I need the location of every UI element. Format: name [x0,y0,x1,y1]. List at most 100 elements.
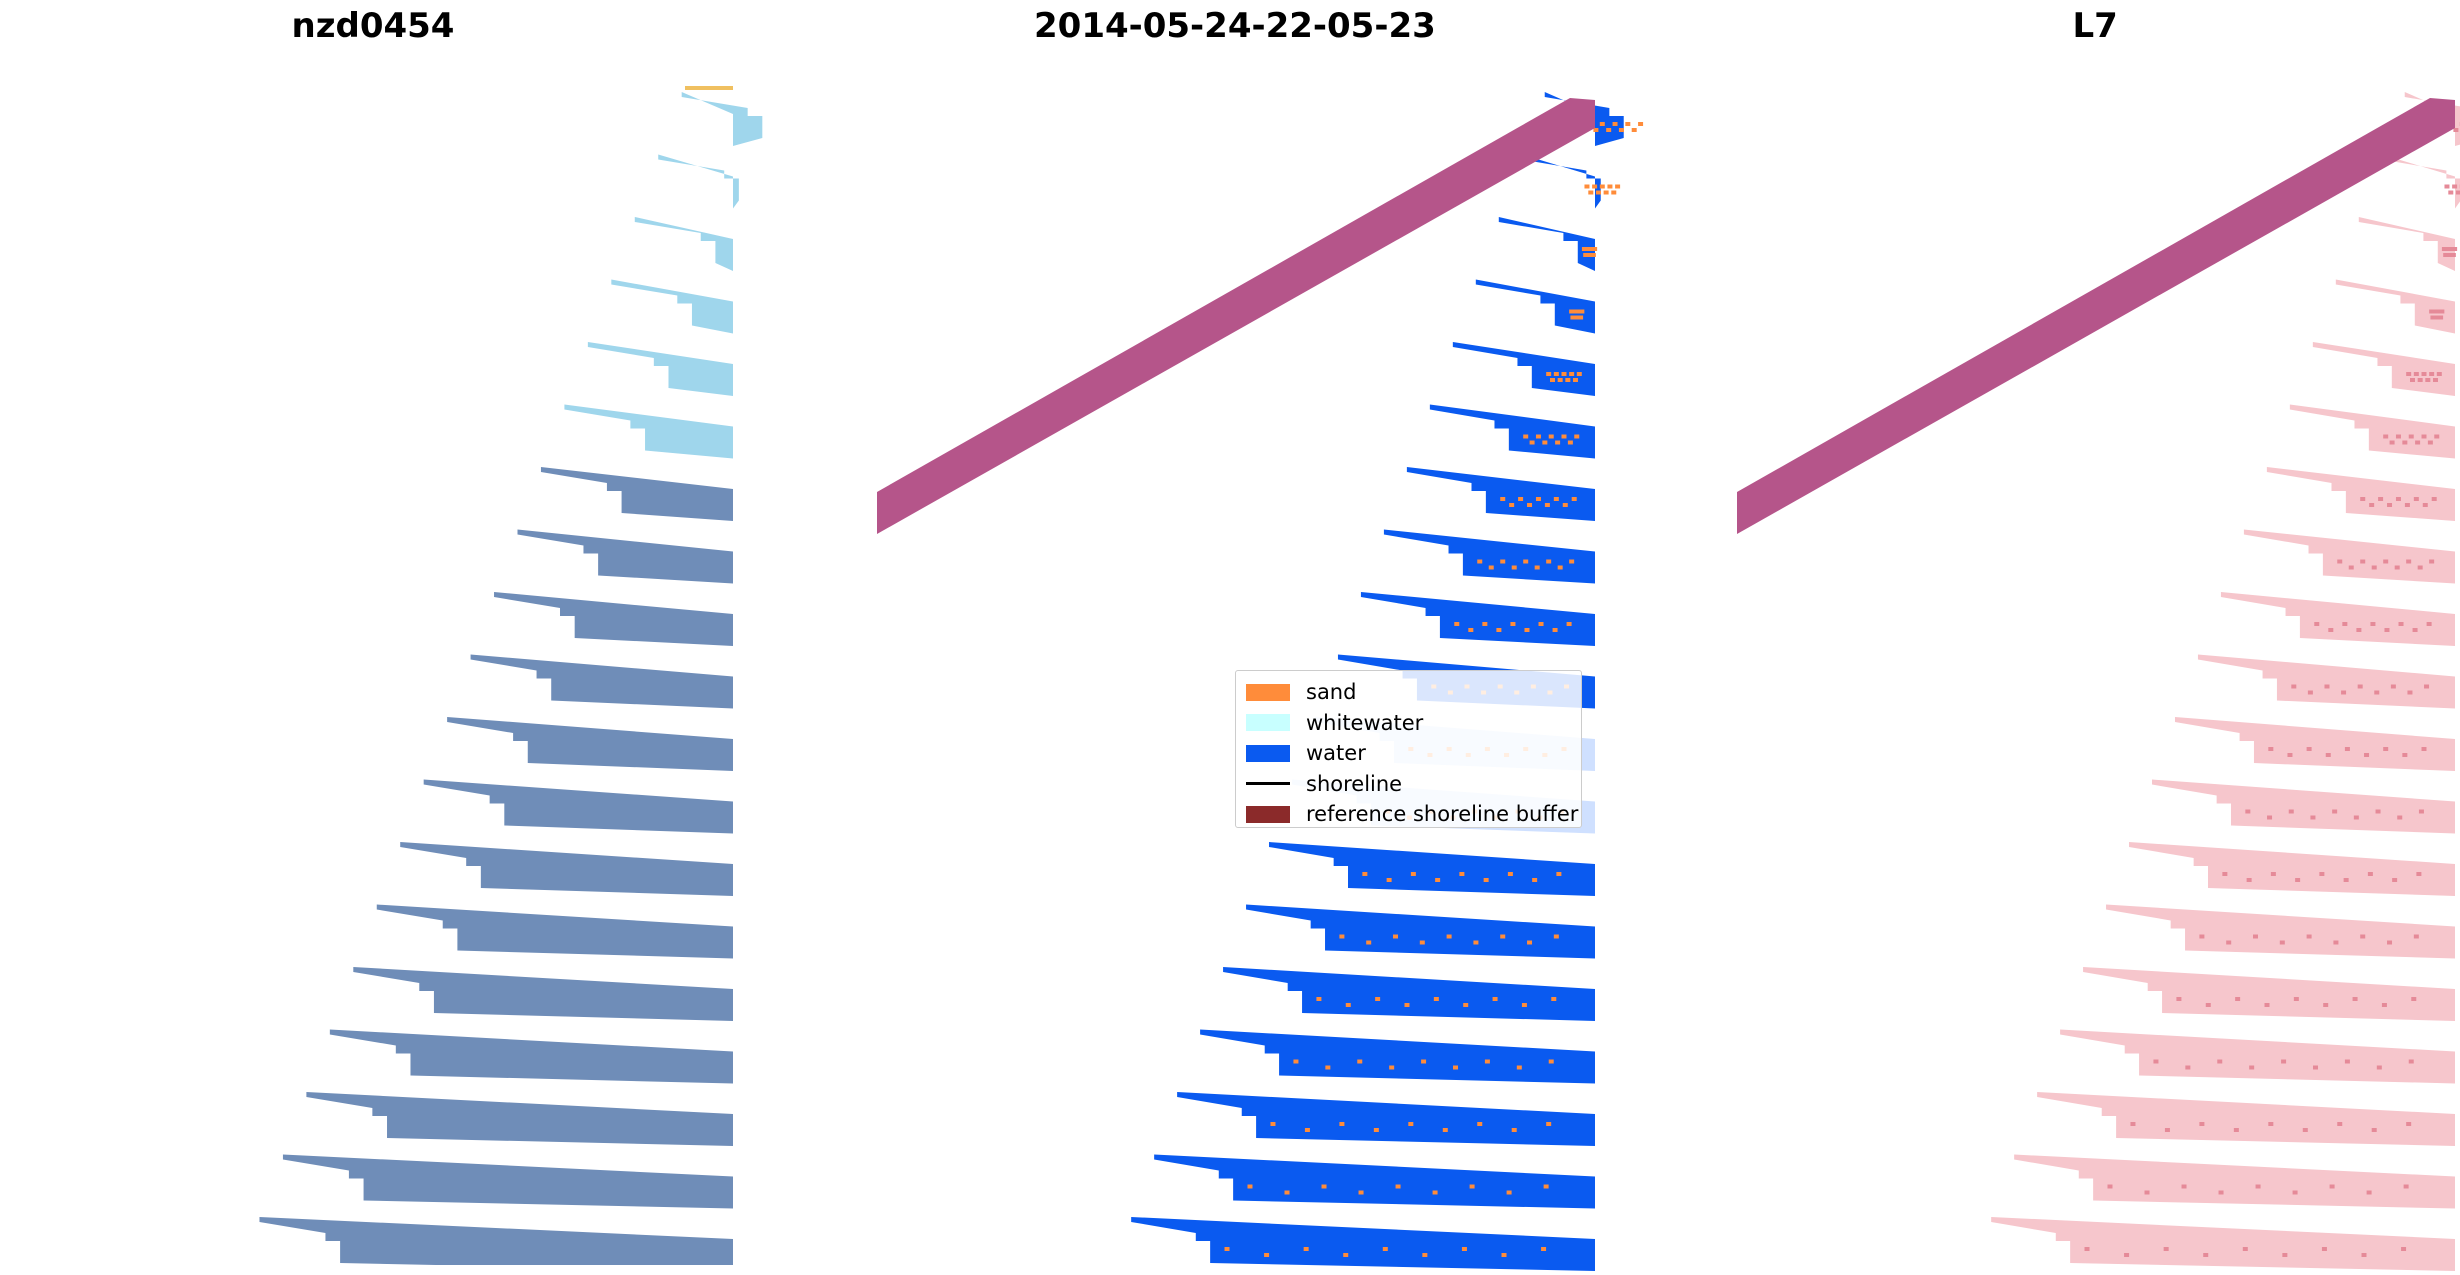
legend-swatch-buffer [1246,805,1290,823]
classified-swath-band [1544,92,1624,146]
classified-speckle [1550,378,1556,382]
index-speckle [2218,1190,2224,1195]
classified-speckle [1477,559,1483,564]
index-speckle [2407,690,2413,695]
classified-speckle [1585,253,1591,257]
classified-speckle [1500,497,1506,501]
classified-speckle [1422,1253,1428,1257]
index-speckle [2430,315,2436,320]
classified-speckle [1588,253,1594,257]
index-speckle [2302,1128,2308,1132]
legend: sand whitewater water shoreline referenc… [1235,670,1582,828]
classified-speckle [1516,1065,1522,1070]
index-speckle [2130,1122,2136,1126]
classified-speckle [1521,1003,1527,1007]
classified-speckle [1569,372,1575,376]
rgb-swath-band [494,592,733,646]
index-speckle [2395,497,2401,501]
index-speckle [2323,1003,2329,1007]
index-speckle [2452,247,2458,251]
classified-speckle [1435,878,1441,882]
index-speckle [2387,503,2393,507]
index-speckle [2268,747,2274,751]
index-speckle [2249,1065,2255,1070]
index-speckle [2319,872,2325,876]
index-speckle [2425,378,2431,382]
index-speckle [2181,1184,2187,1189]
classified-speckle [1316,997,1322,1001]
classified-speckle [1500,559,1506,564]
classified-speckle [1615,184,1621,189]
index-speckle [2410,378,2416,382]
index-speckle [2246,878,2252,882]
classified-speckle [1574,309,1580,314]
classified-speckle [1565,378,1571,382]
classified-speckle [1603,190,1609,195]
classified-speckle [1461,1247,1467,1251]
classified-speckle [1578,315,1584,320]
index-speckle [2337,1122,2343,1126]
classified-speckle [1442,1128,1448,1132]
index-speckle [2434,434,2440,439]
index-speckle [2291,684,2297,689]
index-speckle [2398,622,2404,626]
index-swath-band [1991,1217,2455,1271]
index-swath-band [2358,217,2455,271]
index-swath-band [2152,779,2455,834]
index-speckle [2413,497,2419,501]
index-speckle [2402,440,2408,445]
index-speckle [2292,1190,2298,1195]
classified-speckle [1446,934,1452,939]
index-speckle [2185,1065,2191,1070]
classified-speckle [1572,315,1578,320]
index-speckle [2164,1128,2170,1132]
index-speckle [2406,1122,2412,1126]
index-speckle [2163,1247,2169,1251]
index-speckle [2438,315,2444,320]
classified-speckle [1572,378,1578,382]
index-speckle [2253,934,2259,939]
legend-item-shoreline: shoreline [1246,769,1571,800]
classified-speckle [1492,997,1498,1001]
classified-speckle [1548,1059,1554,1064]
classified-speckle [1510,622,1516,626]
panel-title-satellite: L7 [2072,6,2118,46]
classified-swath-band [1269,842,1595,896]
classified-speckle [1421,1059,1427,1064]
index-speckle [2389,440,2395,445]
classified-speckle [1523,559,1529,564]
index-speckle [2360,934,2366,939]
index-speckle [2255,1184,2261,1189]
index-speckle [2306,934,2312,939]
index-speckle [2371,565,2377,570]
index-speckle [2384,628,2390,632]
classified-speckle [1509,503,1515,507]
classified-speckle [1511,565,1517,570]
classified-swath-band [1200,1029,1595,1084]
classified-speckle [1523,434,1529,439]
classified-speckle [1638,122,1644,126]
index-speckle [2421,747,2427,751]
index-speckle [2401,1247,2407,1251]
classified-speckle [1532,878,1538,882]
classified-speckle [1524,628,1530,632]
index-swath-band [2243,529,2455,584]
index-speckle [2436,309,2442,314]
classified-speckle [1587,247,1593,251]
index-speckle [2450,253,2456,257]
classified-speckle [1570,315,1576,320]
index-speckle [2448,190,2454,195]
index-speckle [2324,684,2330,689]
index-speckle [2429,372,2435,376]
index-speckle [2226,940,2232,945]
classified-speckle [1483,878,1489,882]
classified-speckle [1224,1247,1230,1251]
classified-speckle [1339,934,1345,939]
index-speckle [2435,315,2441,320]
classified-speckle [1569,559,1575,564]
index-speckle [2344,747,2350,751]
index-speckle [2279,940,2285,945]
classified-speckle [1555,440,1561,445]
index-speckle [2205,1003,2211,1007]
index-speckle [2455,190,2460,195]
